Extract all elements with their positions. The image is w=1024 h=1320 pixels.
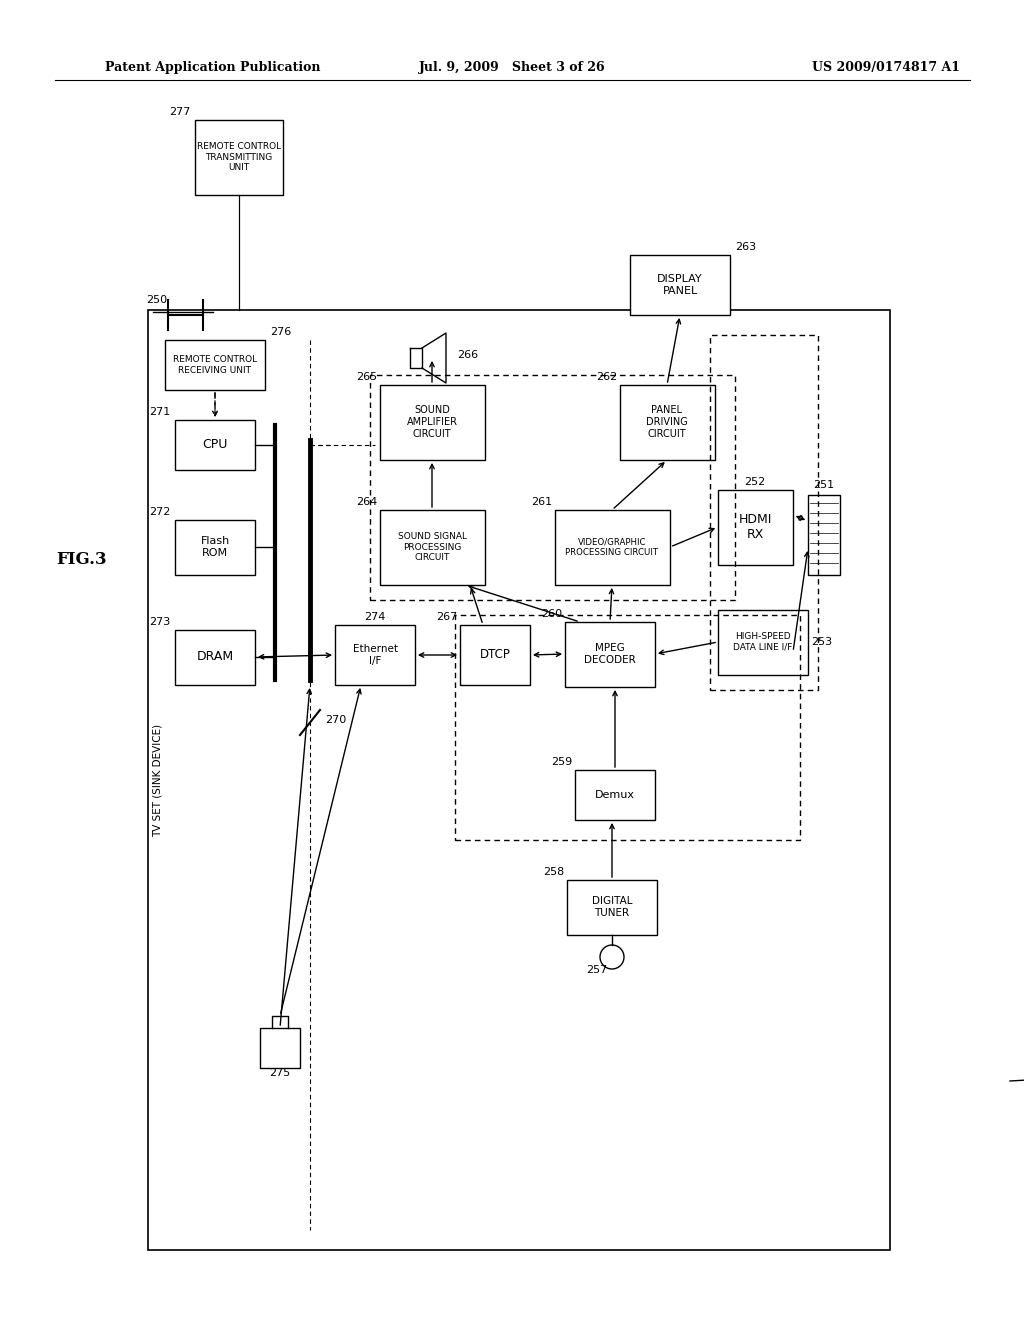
Bar [195,120,283,195]
Text: VIDEO/GRAPHIC
PROCESSING CIRCUIT: VIDEO/GRAPHIC PROCESSING CIRCUIT [565,537,658,557]
Text: 262: 262 [596,372,617,381]
Text: 276: 276 [270,327,291,337]
Text: Patent Application Publication: Patent Application Publication [105,62,321,74]
Text: DIGITAL
TUNER: DIGITAL TUNER [592,896,632,917]
Text: REMOTE CONTROL
TRANSMITTING
UNIT: REMOTE CONTROL TRANSMITTING UNIT [197,143,281,172]
Bar [555,510,670,585]
Text: SOUND
AMPLIFIER
CIRCUIT: SOUND AMPLIFIER CIRCUIT [407,405,458,438]
Bar [808,495,840,576]
Text: 252: 252 [744,477,766,487]
Text: 257: 257 [586,965,607,975]
Text: 260: 260 [541,609,562,619]
Bar [335,624,415,685]
Text: DRAM: DRAM [197,651,233,664]
Text: 272: 272 [148,507,170,517]
Bar [575,770,655,820]
Text: 258: 258 [543,867,564,876]
Text: 277: 277 [169,107,190,117]
Bar [567,880,657,935]
Bar [175,420,255,470]
Bar [455,615,800,840]
Text: 271: 271 [148,407,170,417]
Bar [380,510,485,585]
Text: 261: 261 [530,498,552,507]
Text: 259: 259 [551,756,572,767]
Bar [718,490,793,565]
Text: PANEL
DRIVING
CIRCUIT: PANEL DRIVING CIRCUIT [646,405,688,438]
Bar [630,255,730,315]
Text: 250: 250 [146,294,167,305]
Text: SOUND SIGNAL
PROCESSING
CIRCUIT: SOUND SIGNAL PROCESSING CIRCUIT [397,532,467,562]
Bar [370,375,735,601]
Text: CPU: CPU [203,438,227,451]
Text: 274: 274 [365,612,386,622]
Text: Jul. 9, 2009   Sheet 3 of 26: Jul. 9, 2009 Sheet 3 of 26 [419,62,605,74]
Text: 275: 275 [269,1068,291,1078]
Bar [148,310,890,1250]
Bar [718,610,808,675]
Text: FIG.3: FIG.3 [56,552,108,569]
Text: TV SET (SINK DEVICE): TV SET (SINK DEVICE) [153,723,163,837]
Text: DISPLAY
PANEL: DISPLAY PANEL [657,275,702,296]
Text: HDMI
RX: HDMI RX [738,513,772,541]
Text: Ethernet
I/F: Ethernet I/F [352,644,397,665]
Text: DTCP: DTCP [479,648,510,661]
Text: 251: 251 [813,480,835,490]
Text: 263: 263 [735,242,756,252]
Text: 265: 265 [356,372,377,381]
Text: 264: 264 [355,498,377,507]
Text: Flash
ROM: Flash ROM [201,536,229,558]
Text: MPEG
DECODER: MPEG DECODER [584,643,636,665]
Bar [165,341,265,389]
Bar [380,385,485,459]
Text: US 2009/0174817 A1: US 2009/0174817 A1 [812,62,961,74]
Bar [175,630,255,685]
Bar [620,385,715,459]
Text: 253: 253 [811,638,833,647]
Text: REMOTE CONTROL
RECEIVING UNIT: REMOTE CONTROL RECEIVING UNIT [173,355,257,375]
Bar [175,520,255,576]
Text: 270: 270 [325,715,346,725]
Bar [565,622,655,686]
Bar [460,624,530,685]
Text: Demux: Demux [595,789,635,800]
Text: 273: 273 [148,616,170,627]
Bar [260,1028,300,1068]
Bar [710,335,818,690]
Text: 267: 267 [436,612,457,622]
Text: 266: 266 [457,350,478,360]
Text: HIGH-SPEED
DATA LINE I/F: HIGH-SPEED DATA LINE I/F [733,632,793,652]
